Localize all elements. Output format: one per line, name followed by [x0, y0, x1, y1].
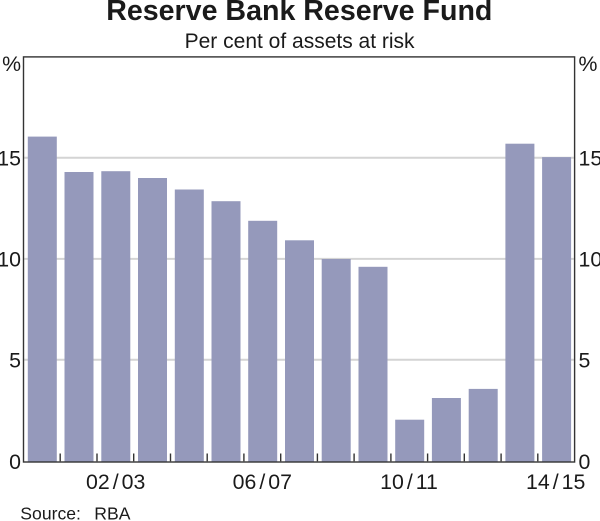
svg-text:15: 15 — [579, 146, 600, 170]
svg-text:5: 5 — [9, 348, 21, 372]
svg-text:5: 5 — [579, 348, 591, 372]
svg-text:0: 0 — [579, 450, 591, 474]
svg-text:14/15: 14/15 — [526, 470, 585, 494]
svg-text:06/07: 06/07 — [233, 470, 292, 494]
svg-text:Reserve Bank Reserve Fund: Reserve Bank Reserve Fund — [106, 0, 492, 27]
svg-text:15: 15 — [0, 146, 21, 170]
svg-text:Source:: Source: — [20, 504, 81, 521]
svg-text:%: % — [2, 52, 21, 76]
svg-text:10: 10 — [0, 248, 21, 272]
svg-text:10/11: 10/11 — [380, 470, 438, 494]
svg-text:%: % — [579, 52, 598, 76]
svg-text:0: 0 — [9, 450, 21, 474]
svg-text:02/03: 02/03 — [86, 470, 145, 494]
svg-text:RBA: RBA — [94, 504, 130, 521]
svg-text:10: 10 — [579, 248, 600, 272]
svg-text:Per cent of assets at risk: Per cent of assets at risk — [185, 30, 415, 53]
